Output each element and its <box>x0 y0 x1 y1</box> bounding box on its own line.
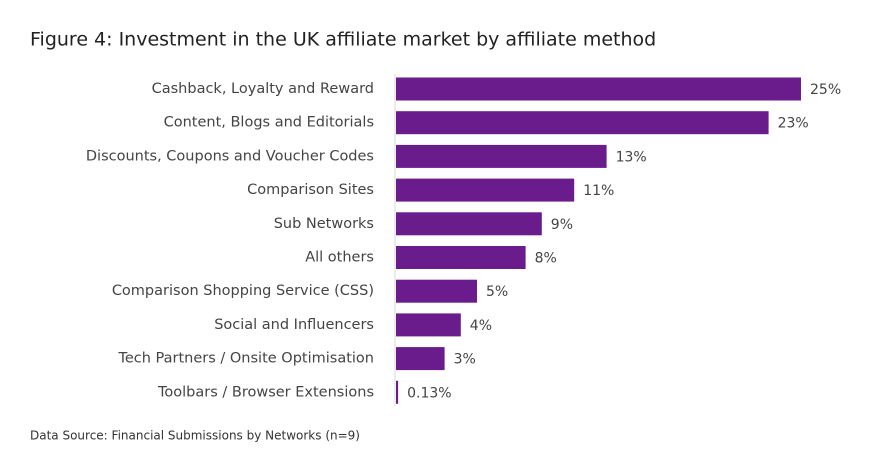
bar <box>396 144 607 168</box>
category-label: Cashback, Loyalty and Reward <box>152 81 374 97</box>
chart-title: Figure 4: Investment in the UK affiliate… <box>30 29 656 51</box>
category-label: Toolbars / Browser Extensions <box>157 384 374 400</box>
bar <box>396 279 477 303</box>
category-label: Social and Influencers <box>214 317 374 333</box>
bar <box>396 178 575 202</box>
bar <box>396 212 542 236</box>
bar <box>396 380 399 404</box>
value-label: 23% <box>778 116 809 132</box>
value-label: 13% <box>616 149 647 165</box>
value-label: 8% <box>535 251 557 267</box>
source-note: Data Source: Financial Submissions by Ne… <box>30 429 360 443</box>
value-label: 0.13% <box>407 385 451 401</box>
value-label: 11% <box>583 183 614 199</box>
value-label: 25% <box>810 82 841 98</box>
category-label: Tech Partners / Onsite Optimisation <box>117 351 374 367</box>
category-label: Comparison Shopping Service (CSS) <box>112 283 374 299</box>
category-label: Discounts, Coupons and Voucher Codes <box>86 148 374 164</box>
value-label: 3% <box>454 352 476 368</box>
bar <box>396 77 801 101</box>
value-label: 9% <box>551 217 573 233</box>
category-label: Sub Networks <box>274 216 374 232</box>
value-label: 4% <box>470 318 492 334</box>
value-label: 5% <box>486 284 508 300</box>
category-label: Content, Blogs and Editorials <box>164 115 374 131</box>
bar <box>396 347 445 371</box>
bar <box>396 313 461 337</box>
bar <box>396 246 526 269</box>
category-label: Comparison Sites <box>247 182 374 198</box>
bar <box>396 111 769 135</box>
category-label: All others <box>305 250 374 266</box>
